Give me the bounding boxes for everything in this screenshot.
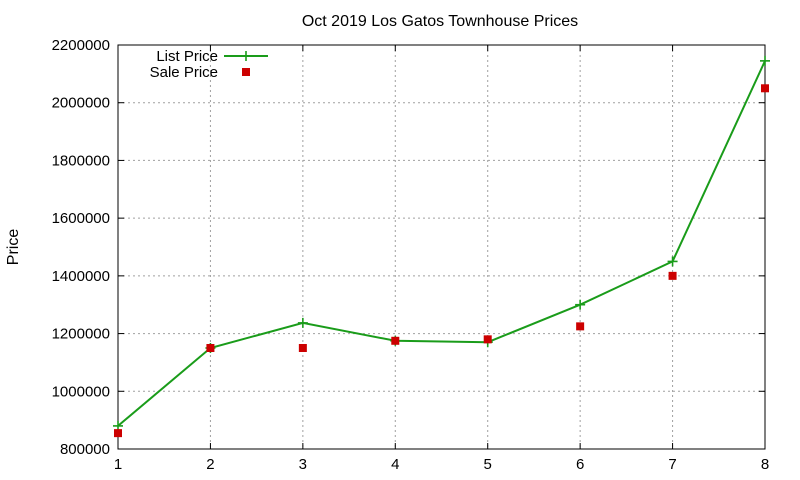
y-tick-label: 800000: [60, 441, 110, 458]
point-sale-price: [114, 429, 122, 438]
point-sale-price: [668, 271, 677, 280]
legend-marks: [224, 51, 268, 76]
series-line-list-price: [117, 60, 766, 427]
point-sale-price: [391, 336, 400, 345]
x-tick-label: 5: [484, 456, 492, 473]
point-sale-price: [206, 344, 215, 352]
axis-ticks: 1 2 3 4 5 6 7 8 800000 1000000 1200000 1400000 16000…: [52, 37, 770, 473]
y-tick-label: 1600000: [52, 210, 110, 227]
y-tick-label: 1200000: [52, 326, 110, 343]
legend-label-list-price: List Price: [156, 48, 218, 65]
point-sale-price: [576, 322, 585, 331]
y-tick-label: 1400000: [52, 268, 110, 285]
x-tick-label: 8: [761, 456, 769, 473]
x-tick-label: 1: [114, 456, 122, 473]
x-tick-label: 2: [206, 456, 214, 473]
x-tick-label: 3: [299, 456, 307, 473]
point-sale-price: [298, 344, 307, 352]
point-list-price: [667, 256, 678, 267]
legend-marker-sale-price: [242, 68, 250, 76]
x-tick-label: 4: [391, 456, 399, 473]
series-layer: [113, 55, 770, 438]
point-sale-price: [761, 84, 769, 93]
legend: List Price Sale Price: [150, 48, 268, 81]
x-tick-label: 6: [576, 456, 584, 473]
y-tick-label: 1000000: [52, 383, 110, 400]
y-tick-label: 2200000: [52, 37, 110, 54]
legend-marker-list-price: [241, 51, 251, 61]
plot-frame: [117, 44, 766, 450]
point-list-price: [760, 55, 770, 66]
chart-title: Oct 2019 Los Gatos Townhouse Prices: [302, 13, 578, 30]
point-sale-price: [483, 335, 492, 344]
point-list-price: [575, 299, 586, 310]
grid-lines: [118, 45, 765, 449]
y-tick-label: 2000000: [52, 95, 110, 112]
point-list-price: [297, 317, 308, 328]
y-tick-label: 1800000: [52, 152, 110, 169]
legend-label-sale-price: Sale Price: [150, 64, 218, 81]
y-axis-label: Price: [5, 229, 22, 266]
x-tick-label: 7: [668, 456, 676, 473]
